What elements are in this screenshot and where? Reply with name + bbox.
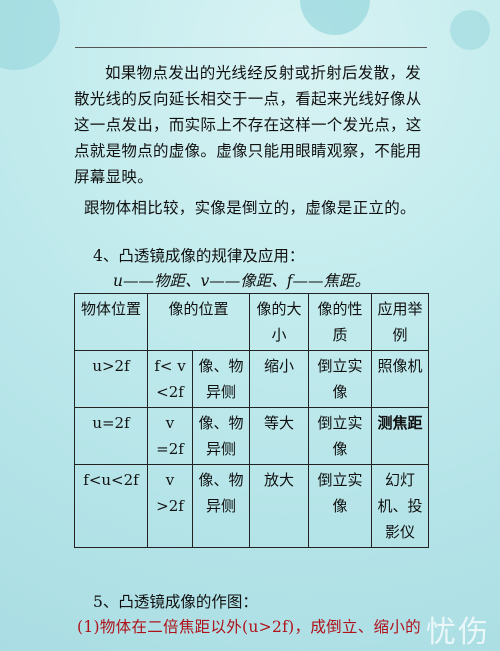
- header-cell: 像的大小: [249, 293, 310, 351]
- table-cell: 倒立实像: [308, 407, 373, 465]
- table-cell: 像、物异侧: [191, 407, 251, 465]
- comparison-paragraph: 跟物体相比较，实像是倒立的，虚像是正立的。: [84, 199, 416, 217]
- table-cell: f<u<2f: [74, 464, 148, 548]
- header-cell: 像的位置: [146, 293, 251, 351]
- section-4-title: 4、凸透镜成像的规律及应用：: [93, 247, 305, 265]
- table-cell: 像、物异侧: [191, 464, 251, 548]
- table-cell: 放大: [249, 464, 310, 548]
- table-cell: v =2f: [147, 407, 193, 465]
- top-divider: [75, 47, 427, 48]
- header-cell: 物体位置: [74, 293, 148, 351]
- table-cell: 像、物异侧: [191, 350, 251, 408]
- section-5-title: 5、凸透镜成像的作图：: [93, 593, 258, 611]
- header-cell: 像的性质: [308, 293, 373, 351]
- table-row: f<u<2f v >2f 像、物异侧 放大 倒立实像 幻灯机、投影仪: [74, 464, 430, 548]
- symbol-legend: u——物距、v——像距、f——焦距。: [113, 272, 370, 290]
- decor-bubble: [0, 0, 60, 70]
- header-cell: 应用举例: [371, 293, 430, 351]
- table-cell: 等大: [249, 407, 310, 465]
- table-cell: v >2f: [147, 464, 193, 548]
- table-row: u=2f v =2f 像、物异侧 等大 倒立实像 测焦距: [74, 407, 430, 465]
- table-cell: 倒立实像: [308, 350, 373, 408]
- table-cell: 幻灯机、投影仪: [371, 464, 430, 548]
- table-cell: f< v <2f: [147, 350, 193, 408]
- decor-bubble: [450, 10, 490, 50]
- table-cell: 倒立实像: [308, 464, 373, 548]
- drawing-rule-1: (1)物体在二倍焦距以外(u>2f)，成倒立、缩小的: [77, 618, 421, 636]
- table-header-row: 物体位置 像的位置 像的大小 像的性质 应用举例: [74, 293, 430, 351]
- watermark: 忧伤: [426, 615, 490, 650]
- lens-imaging-table: 物体位置 像的位置 像的大小 像的性质 应用举例 u>2f f< v <2f 像…: [74, 293, 430, 548]
- table-row: u>2f f< v <2f 像、物异侧 缩小 倒立实像 照像机: [74, 350, 430, 408]
- virtual-image-paragraph: 如果物点发出的光线经反射或折射后发散，发散光线的反向延长相交于一点，看起来光线好…: [74, 64, 422, 186]
- table-cell: 缩小: [249, 350, 310, 408]
- table-cell: u=2f: [74, 407, 148, 465]
- decor-bubble: [300, 0, 370, 35]
- table-cell: 照像机: [371, 350, 430, 408]
- table-cell: u>2f: [74, 350, 148, 408]
- table-cell: 测焦距: [371, 407, 430, 465]
